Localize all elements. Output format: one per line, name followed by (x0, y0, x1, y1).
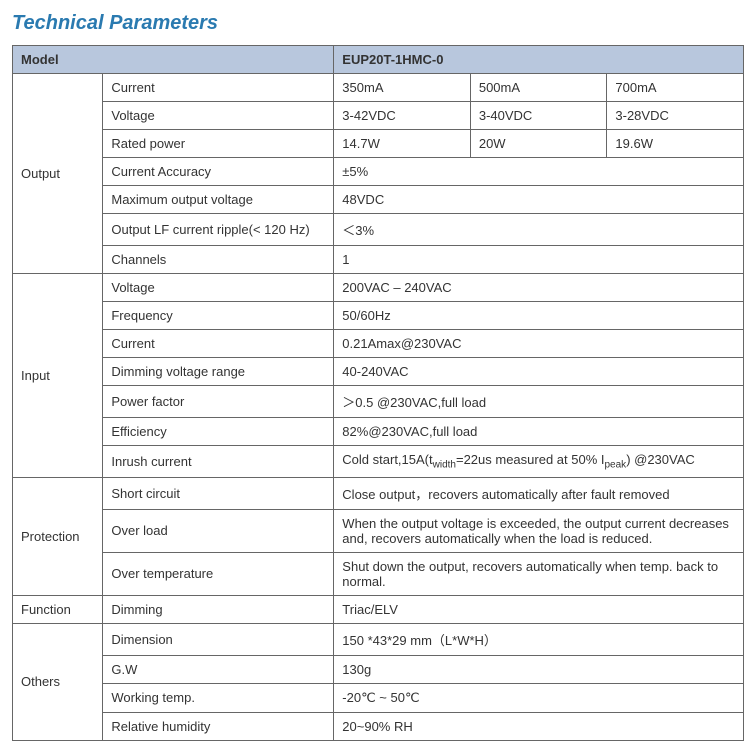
param-value: 40-240VAC (334, 358, 744, 386)
param-value: Shut down the output, recovers automatic… (334, 552, 744, 595)
param-label: Efficiency (103, 418, 334, 446)
param-label: G.W (103, 655, 334, 683)
param-label: Short circuit (103, 477, 334, 509)
param-value: -20℃ ~ 50℃ (334, 683, 744, 712)
inrush-sub: width (433, 460, 456, 471)
param-value: ＜3% (334, 214, 744, 246)
param-value: 14.7W (334, 130, 471, 158)
table-row: Working temp. -20℃ ~ 50℃ (13, 683, 744, 712)
param-value: ＞0.5 @230VAC,full load (334, 386, 744, 418)
param-value: 500mA (470, 74, 607, 102)
param-value: 82%@230VAC,full load (334, 418, 744, 446)
table-row: Dimming voltage range 40-240VAC (13, 358, 744, 386)
param-label: Working temp. (103, 683, 334, 712)
table-row: Input Voltage 200VAC – 240VAC (13, 274, 744, 302)
param-value: 50/60Hz (334, 302, 744, 330)
table-row: Output LF current ripple(< 120 Hz) ＜3% (13, 214, 744, 246)
param-value: 150 *43*29 mm（L*W*H） (334, 623, 744, 655)
table-row: Voltage 3-42VDC 3-40VDC 3-28VDC (13, 102, 744, 130)
param-label: Maximum output voltage (103, 186, 334, 214)
param-value: 20W (470, 130, 607, 158)
param-value: 19.6W (607, 130, 744, 158)
param-label: Frequency (103, 302, 334, 330)
tech-params-table: Model EUP20T-1HMC-0 Output Current 350mA… (12, 45, 744, 741)
table-row: Protection Short circuit Close output，re… (13, 477, 744, 509)
param-label: Current Accuracy (103, 158, 334, 186)
param-value: 20~90% RH (334, 712, 744, 740)
table-row: Efficiency 82%@230VAC,full load (13, 418, 744, 446)
param-label: Channels (103, 246, 334, 274)
param-value: 3-40VDC (470, 102, 607, 130)
param-value: 200VAC – 240VAC (334, 274, 744, 302)
param-value: Close output，recovers automatically afte… (334, 477, 744, 509)
table-row: G.W 130g (13, 655, 744, 683)
inrush-sub: peak (605, 460, 627, 471)
param-label: Output LF current ripple(< 120 Hz) (103, 214, 334, 246)
param-value: 350mA (334, 74, 471, 102)
param-label: Power factor (103, 386, 334, 418)
category-protection: Protection (13, 477, 103, 595)
param-label: Voltage (103, 102, 334, 130)
param-label: Over temperature (103, 552, 334, 595)
table-row: Over load When the output voltage is exc… (13, 509, 744, 552)
category-output: Output (13, 74, 103, 274)
param-label: Dimming (103, 595, 334, 623)
table-row: Current 0.21Amax@230VAC (13, 330, 744, 358)
table-row: Power factor ＞0.5 @230VAC,full load (13, 386, 744, 418)
header-model-label: Model (13, 46, 334, 74)
inrush-text: Cold start,15A(t (342, 452, 432, 467)
param-value: 700mA (607, 74, 744, 102)
table-row: Frequency 50/60Hz (13, 302, 744, 330)
table-row: Current Accuracy ±5% (13, 158, 744, 186)
param-value: 3-28VDC (607, 102, 744, 130)
category-input: Input (13, 274, 103, 478)
table-row: Channels 1 (13, 246, 744, 274)
table-row: Maximum output voltage 48VDC (13, 186, 744, 214)
table-row: Function Dimming Triac/ELV (13, 595, 744, 623)
param-label: Voltage (103, 274, 334, 302)
param-label: Over load (103, 509, 334, 552)
param-label: Inrush current (103, 446, 334, 478)
param-value-inrush: Cold start,15A(twidth=22us measured at 5… (334, 446, 744, 478)
param-value: Triac/ELV (334, 595, 744, 623)
page-title: Technical Parameters (12, 12, 744, 35)
param-label: Current (103, 330, 334, 358)
param-label: Current (103, 74, 334, 102)
param-value: 0.21Amax@230VAC (334, 330, 744, 358)
table-header-row: Model EUP20T-1HMC-0 (13, 46, 744, 74)
param-label: Dimension (103, 623, 334, 655)
param-value: 130g (334, 655, 744, 683)
table-row: Inrush current Cold start,15A(twidth=22u… (13, 446, 744, 478)
header-model-value: EUP20T-1HMC-0 (334, 46, 744, 74)
table-row: Others Dimension 150 *43*29 mm（L*W*H） (13, 623, 744, 655)
table-row: Output Current 350mA 500mA 700mA (13, 74, 744, 102)
category-function: Function (13, 595, 103, 623)
table-row: Rated power 14.7W 20W 19.6W (13, 130, 744, 158)
param-value: 1 (334, 246, 744, 274)
inrush-text: ) @230VAC (626, 452, 695, 467)
param-value: When the output voltage is exceeded, the… (334, 509, 744, 552)
param-value: ±5% (334, 158, 744, 186)
category-others: Others (13, 623, 103, 740)
param-label: Relative humidity (103, 712, 334, 740)
table-row: Relative humidity 20~90% RH (13, 712, 744, 740)
inrush-text: =22us measured at 50% I (456, 452, 605, 467)
param-value: 3-42VDC (334, 102, 471, 130)
param-label: Dimming voltage range (103, 358, 334, 386)
param-label: Rated power (103, 130, 334, 158)
table-row: Over temperature Shut down the output, r… (13, 552, 744, 595)
param-value: 48VDC (334, 186, 744, 214)
